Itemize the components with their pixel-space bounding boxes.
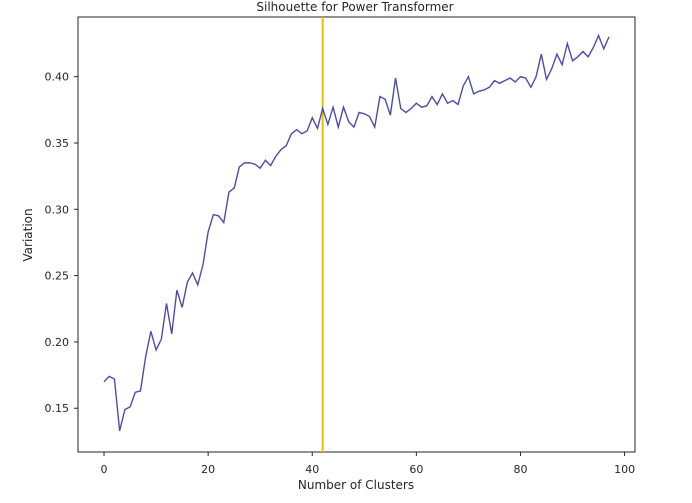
y-tick-label: 0.40 [45,71,70,84]
x-tick-label: 20 [201,463,215,476]
x-tick-label: 60 [409,463,423,476]
y-axis-label: Variation [21,208,35,261]
x-tick-label: 40 [305,463,319,476]
y-tick-label: 0.15 [45,402,70,415]
x-axis-label: Number of Clusters [298,478,414,492]
y-tick-label: 0.25 [45,270,70,283]
x-tick-label: 80 [513,463,527,476]
series-line [103,33,610,431]
x-axis: 0 20 40 60 80 100 [101,452,635,476]
x-tick-label: 0 [101,463,108,476]
y-axis: 0.15 0.20 0.25 0.30 0.35 0.40 [45,71,78,415]
x-tick-label: 100 [614,463,635,476]
plot-area [77,16,636,453]
y-tick-label: 0.30 [45,203,70,216]
chart-title: Silhouette for Power Transformer [256,0,453,14]
y-tick-label: 0.35 [45,137,70,150]
y-tick-label: 0.20 [45,336,70,349]
